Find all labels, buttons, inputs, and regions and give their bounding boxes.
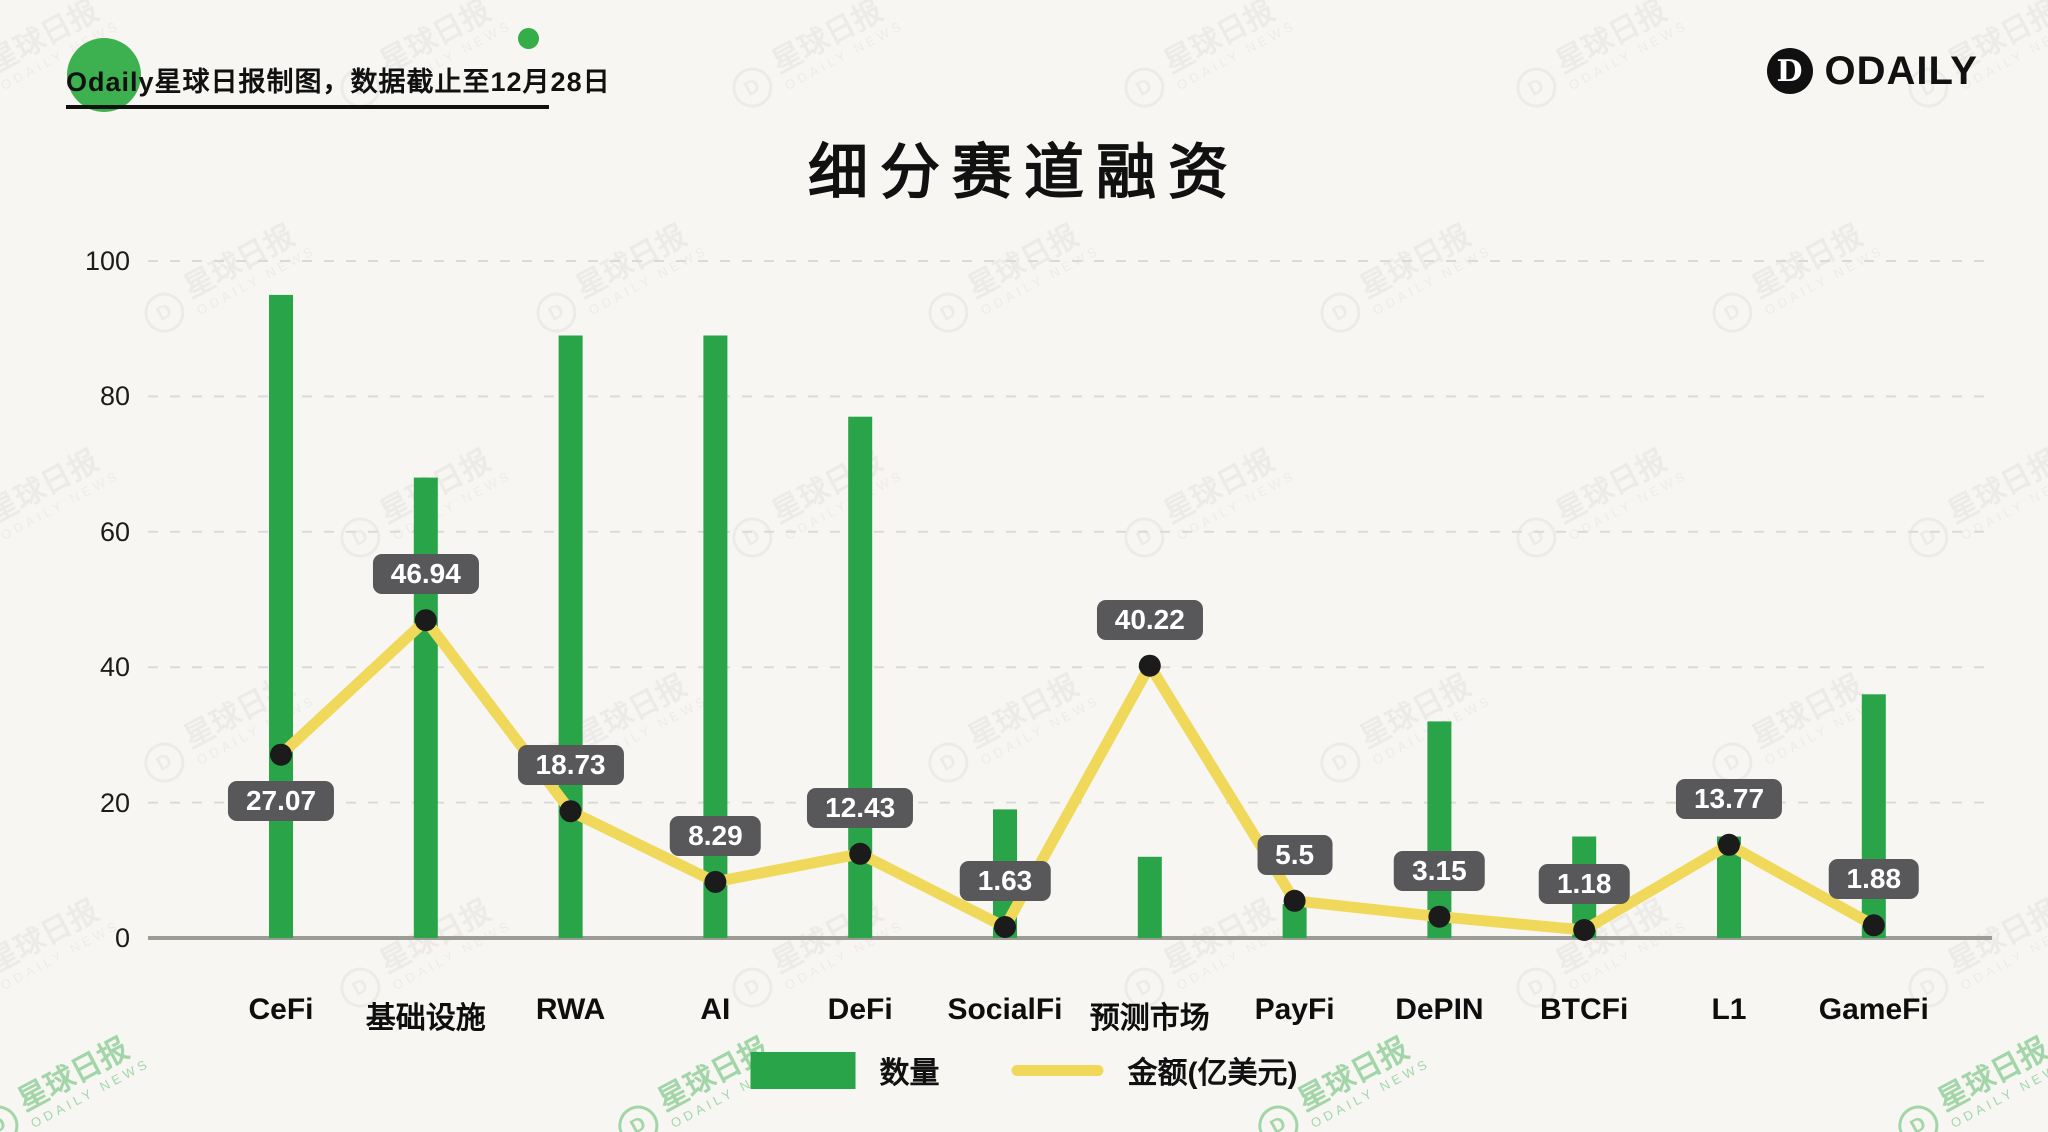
category-label: 预测市场 xyxy=(1089,1002,1210,1035)
data-point xyxy=(270,743,292,766)
y-axis-tick-label: 20 xyxy=(99,787,130,818)
header-note: Odaily星球日报制图，数据截止至12月28日 xyxy=(66,67,611,97)
value-badge: 1.88 xyxy=(1828,859,1920,900)
value-badge: 40.22 xyxy=(1096,599,1203,640)
chart-title: 细分赛道融资 xyxy=(808,139,1240,206)
bar xyxy=(269,294,293,938)
bar xyxy=(1137,856,1162,938)
value-badge: 18.73 xyxy=(517,745,624,786)
category-label: PayFi xyxy=(1254,993,1335,1026)
value-badge: 27.07 xyxy=(227,780,335,821)
data-point xyxy=(704,870,727,893)
bar xyxy=(558,335,583,938)
value-badge: 1.63 xyxy=(959,860,1051,901)
legend-bar-label: 数量 xyxy=(879,1057,940,1090)
category-label: L1 xyxy=(1711,993,1747,1026)
data-point xyxy=(1573,919,1596,941)
category-label: 基础设施 xyxy=(365,1002,486,1035)
category-label: SocialFi xyxy=(947,993,1063,1026)
data-point xyxy=(559,800,582,823)
value-badge: 46.94 xyxy=(372,554,479,595)
data-point xyxy=(1283,889,1306,912)
category-label: AI xyxy=(700,993,731,1026)
value-badge: 1.18 xyxy=(1538,864,1630,904)
data-point xyxy=(994,916,1016,938)
legend-line-swatch xyxy=(1011,1064,1104,1076)
y-axis-tick-label: 40 xyxy=(99,652,130,683)
value-badge: 8.29 xyxy=(670,815,761,856)
value-badge: 12.43 xyxy=(807,787,914,828)
data-point xyxy=(1862,914,1885,937)
value-badge: 13.77 xyxy=(1675,778,1783,819)
value-badge: 3.15 xyxy=(1394,850,1485,891)
category-label: BTCFi xyxy=(1540,993,1629,1026)
y-axis-tick-label: 100 xyxy=(84,246,130,276)
y-axis-tick-label: 60 xyxy=(99,516,130,547)
legend-line-label: 金额(亿美元) xyxy=(1127,1057,1298,1090)
bar xyxy=(1427,721,1452,938)
green-dot-accent xyxy=(518,28,539,49)
green-circle-accent xyxy=(67,38,141,112)
category-label: DePIN xyxy=(1395,993,1484,1026)
y-axis-tick-label: 80 xyxy=(99,381,130,412)
data-point xyxy=(1138,654,1161,677)
data-point xyxy=(1718,833,1740,856)
odaily-logo-text: ODAILY xyxy=(1824,48,1978,93)
data-point xyxy=(414,609,437,632)
category-label: DeFi xyxy=(827,993,893,1026)
header-note-block: Odaily星球日报制图，数据截止至12月28日 xyxy=(66,28,611,112)
data-point xyxy=(849,842,872,865)
legend-bar-swatch xyxy=(750,1051,856,1089)
category-label: CeFi xyxy=(248,993,314,1026)
legend: 数量 金额(亿美元) xyxy=(750,1048,1298,1092)
y-axis-tick-label: 0 xyxy=(114,923,130,953)
odaily-logo-icon: D xyxy=(1766,48,1813,94)
category-label: RWA xyxy=(535,993,606,1026)
header-underline xyxy=(66,105,549,109)
value-badge: 5.5 xyxy=(1257,834,1333,875)
odaily-logo: D ODAILY xyxy=(1766,48,1978,94)
category-label: GameFi xyxy=(1818,993,1929,1026)
data-point xyxy=(1428,905,1451,928)
